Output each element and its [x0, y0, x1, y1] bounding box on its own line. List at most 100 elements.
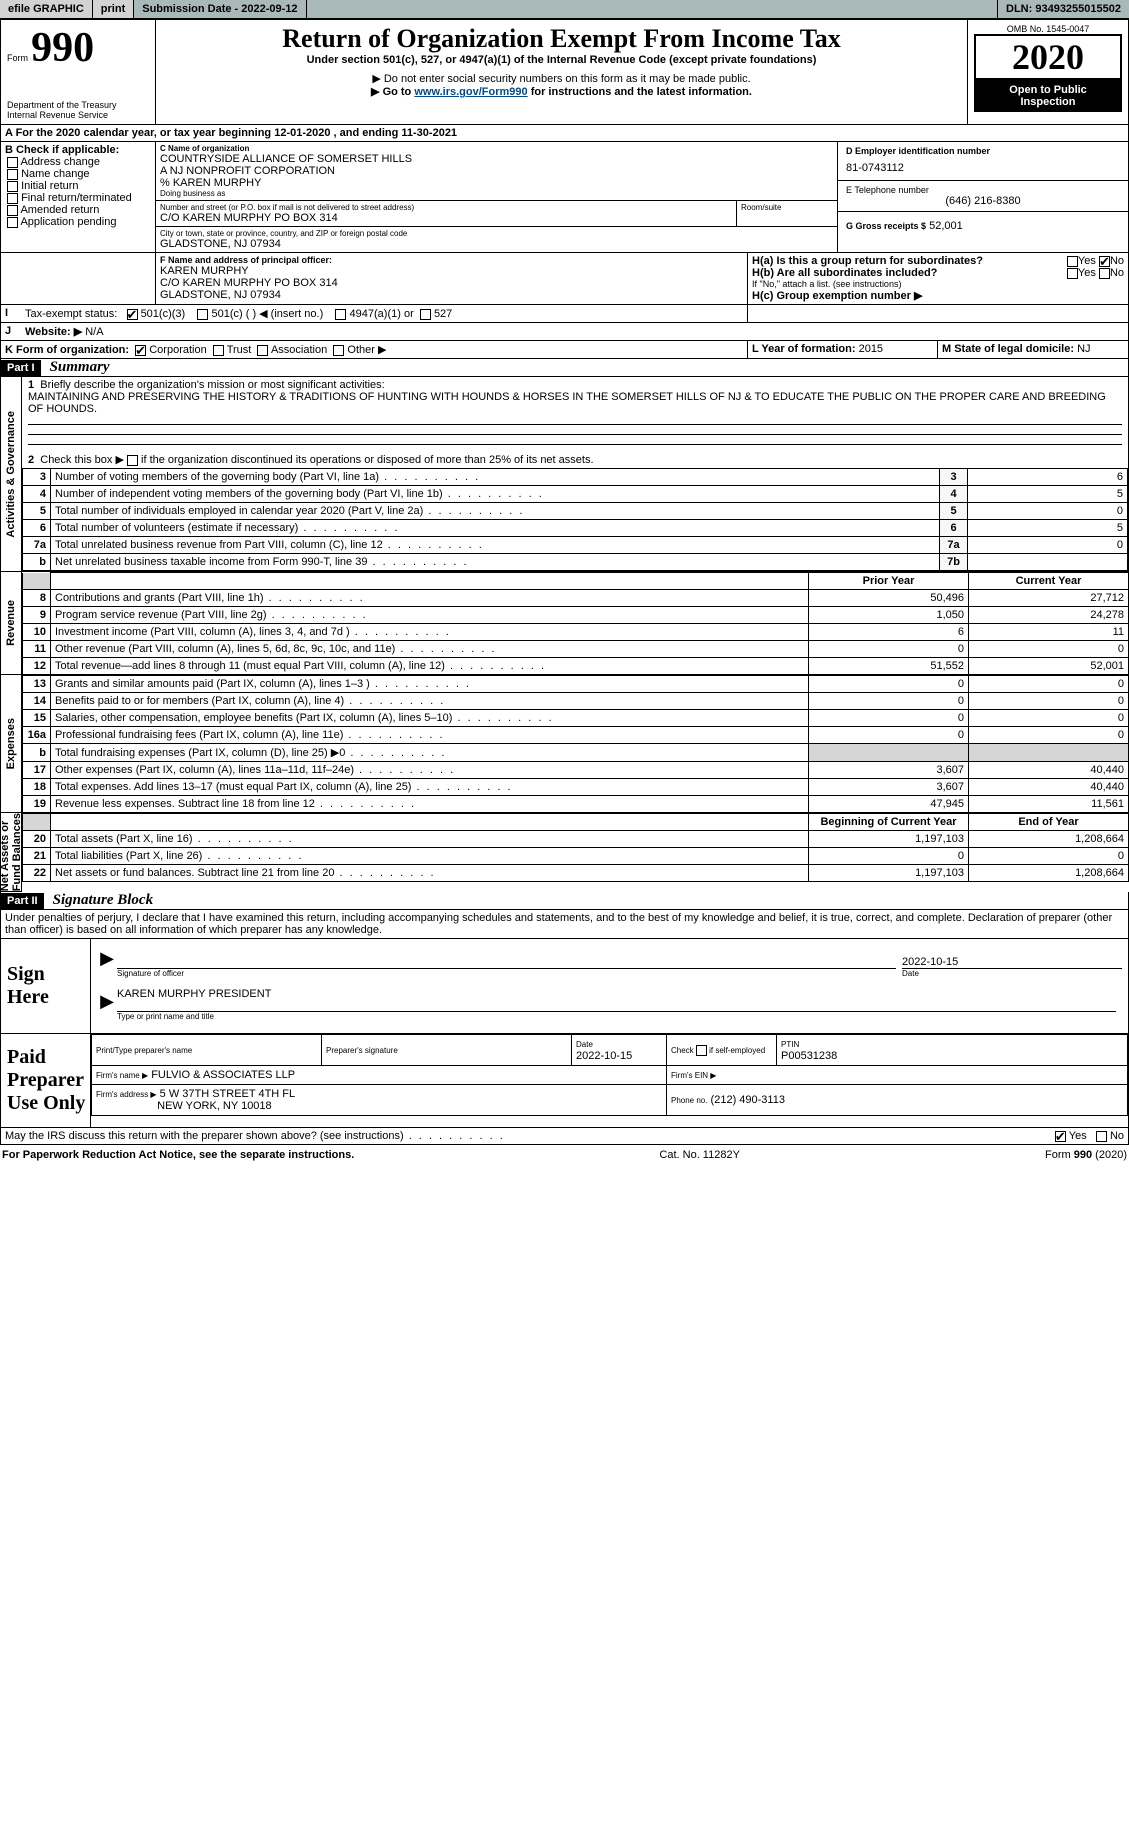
note-ssn: ▶ Do not enter social security numbers o… — [162, 72, 961, 85]
ein-label: D Employer identification number — [846, 146, 1120, 156]
501c-checkbox[interactable] — [197, 309, 208, 320]
h-a-text: H(a) Is this a group return for subordin… — [752, 255, 983, 267]
corp-checkbox[interactable] — [135, 345, 146, 356]
org-name-3: % KAREN MURPHY — [160, 177, 833, 189]
sig-date: 2022-10-15 — [902, 956, 1122, 969]
submission-date: Submission Date - 2022-09-12 — [134, 0, 306, 18]
open-line1: Open to Public — [976, 84, 1120, 96]
gross-label: G Gross receipts $ — [846, 221, 926, 231]
opt-trust: Trust — [227, 344, 252, 356]
q2-checkbox[interactable] — [127, 455, 138, 466]
table-row: 17Other expenses (Part IX, column (A), l… — [23, 762, 1129, 779]
box-b-checkbox[interactable] — [7, 193, 18, 204]
officer-printed-name: KAREN MURPHY PRESIDENT — [117, 988, 271, 1000]
ein-value: 81-0743112 — [846, 156, 1120, 176]
discuss-no-checkbox[interactable] — [1096, 1131, 1107, 1142]
opt-corp: Corporation — [149, 344, 206, 356]
website-value: N/A — [85, 326, 103, 338]
discuss-yes-checkbox[interactable] — [1055, 1131, 1066, 1142]
box-b-checkbox[interactable] — [7, 169, 18, 180]
dln-value: 93493255015502 — [1035, 3, 1121, 15]
box-b-checkbox[interactable] — [7, 217, 18, 228]
prep-date: 2022-10-15 — [576, 1050, 632, 1062]
website-label: Website: ▶ — [25, 326, 82, 338]
q1-label: Briefly describe the organization's miss… — [40, 379, 384, 391]
q2-label: Check this box ▶ if the organization dis… — [40, 454, 593, 466]
h-a-yes-checkbox[interactable] — [1067, 256, 1078, 267]
firm-addr-label: Firm's address ▶ — [96, 1090, 157, 1099]
other-checkbox[interactable] — [333, 345, 344, 356]
box-f-label: F Name and address of principal officer: — [160, 255, 743, 265]
addr-label: Number and street (or P.O. box if mail i… — [160, 203, 732, 212]
table-row: 5Total number of individuals employed in… — [23, 503, 1128, 520]
submission-date-label: Submission Date - — [142, 3, 238, 15]
mission-text: MAINTAINING AND PRESERVING THE HISTORY &… — [28, 391, 1106, 415]
box-b-item: Initial return — [7, 180, 151, 192]
printed-name-label: Type or print name and title — [117, 1012, 214, 1021]
table-row: 6Total number of volunteers (estimate if… — [23, 520, 1128, 537]
h-a: H(a) Is this a group return for subordin… — [752, 255, 1124, 267]
table-row: 13Grants and similar amounts paid (Part … — [23, 676, 1129, 693]
goto-pre: ▶ Go to — [371, 86, 414, 98]
h-b-yes-checkbox[interactable] — [1067, 268, 1078, 279]
open-line2: Inspection — [976, 96, 1120, 108]
ptin-value: P00531238 — [781, 1050, 837, 1062]
side-netassets: Net Assets or Fund Balances — [0, 813, 22, 892]
no-label-2: No — [1110, 267, 1124, 279]
gross-value: 52,001 — [929, 220, 963, 232]
table-row: 19Revenue less expenses. Subtract line 1… — [23, 796, 1129, 813]
prep-date-hdr: Date — [576, 1040, 593, 1049]
firm-phone: (212) 490-3113 — [711, 1094, 785, 1106]
revenue-block: Revenue Prior Year Current Year 8Contrib… — [0, 572, 1129, 675]
self-employed-checkbox[interactable] — [696, 1045, 707, 1056]
state-domicile-label: M State of legal domicile: — [942, 343, 1074, 355]
expenses-block: Expenses 13Grants and similar amounts pa… — [0, 675, 1129, 813]
501c3-checkbox[interactable] — [127, 309, 138, 320]
sig-date-label: Date — [902, 969, 1122, 978]
table-row: 7aTotal unrelated business revenue from … — [23, 537, 1128, 554]
paid-preparer-block: Paid Preparer Use Only Print/Type prepar… — [0, 1034, 1129, 1128]
box-b-checkbox[interactable] — [7, 181, 18, 192]
opt-4947: 4947(a)(1) or — [350, 308, 414, 320]
officer-group-block: F Name and address of principal officer:… — [0, 253, 1129, 305]
firm-name: FULVIO & ASSOCIATES LLP — [151, 1069, 295, 1081]
table-row: 11Other revenue (Part VIII, column (A), … — [23, 641, 1129, 658]
part2-header: Part II Signature Block — [0, 892, 1129, 910]
officer-signature-line[interactable] — [117, 945, 896, 969]
box-b-item: Amended return — [7, 204, 151, 216]
dept-treasury: Department of the Treasury — [7, 100, 149, 110]
firm-ein-label: Firm's EIN ▶ — [671, 1071, 716, 1080]
527-checkbox[interactable] — [420, 309, 431, 320]
page-footer: For Paperwork Reduction Act Notice, see … — [0, 1145, 1129, 1165]
pra-notice: For Paperwork Reduction Act Notice, see … — [2, 1149, 354, 1161]
table-row: 21Total liabilities (Part X, line 26)00 — [23, 848, 1129, 865]
efile-button[interactable]: efile GRAPHIC — [0, 0, 93, 18]
form-ref: Form 990 (2020) — [1045, 1149, 1127, 1161]
trust-checkbox[interactable] — [213, 345, 224, 356]
discuss-question: May the IRS discuss this return with the… — [5, 1130, 505, 1142]
h-b-text: H(b) Are all subordinates included? — [752, 267, 937, 279]
period-begin: 12-01-2020 — [274, 127, 330, 139]
print-button[interactable]: print — [93, 0, 134, 18]
period-pre: A For the 2020 calendar year, or tax yea… — [5, 127, 274, 139]
h-b: H(b) Are all subordinates included? Yes … — [752, 267, 1124, 279]
prep-name-hdr: Print/Type preparer's name — [96, 1046, 192, 1055]
side-revenue: Revenue — [0, 572, 22, 675]
yes-label-2: Yes — [1078, 267, 1096, 279]
officer-name-line: KAREN MURPHY PRESIDENT — [117, 988, 1116, 1012]
4947-checkbox[interactable] — [335, 309, 346, 320]
firm-addr1: 5 W 37TH STREET 4TH FL — [160, 1088, 296, 1100]
form-subtitle: Under section 501(c), 527, or 4947(a)(1)… — [162, 54, 961, 66]
table-row: bTotal fundraising expenses (Part IX, co… — [23, 744, 1129, 762]
discuss-row: May the IRS discuss this return with the… — [0, 1128, 1129, 1145]
table-row: 14Benefits paid to or for members (Part … — [23, 693, 1129, 710]
form-title: Return of Organization Exempt From Incom… — [162, 24, 961, 54]
h-b-no-checkbox[interactable] — [1099, 268, 1110, 279]
form990-link[interactable]: www.irs.gov/Form990 — [414, 86, 527, 98]
box-b-checkbox[interactable] — [7, 205, 18, 216]
h-a-no-checkbox[interactable] — [1099, 256, 1110, 267]
street-address: C/O KAREN MURPHY PO BOX 314 — [160, 212, 732, 224]
box-b-checkbox[interactable] — [7, 157, 18, 168]
assoc-checkbox[interactable] — [257, 345, 268, 356]
omb-number: OMB No. 1545-0047 — [974, 24, 1122, 34]
